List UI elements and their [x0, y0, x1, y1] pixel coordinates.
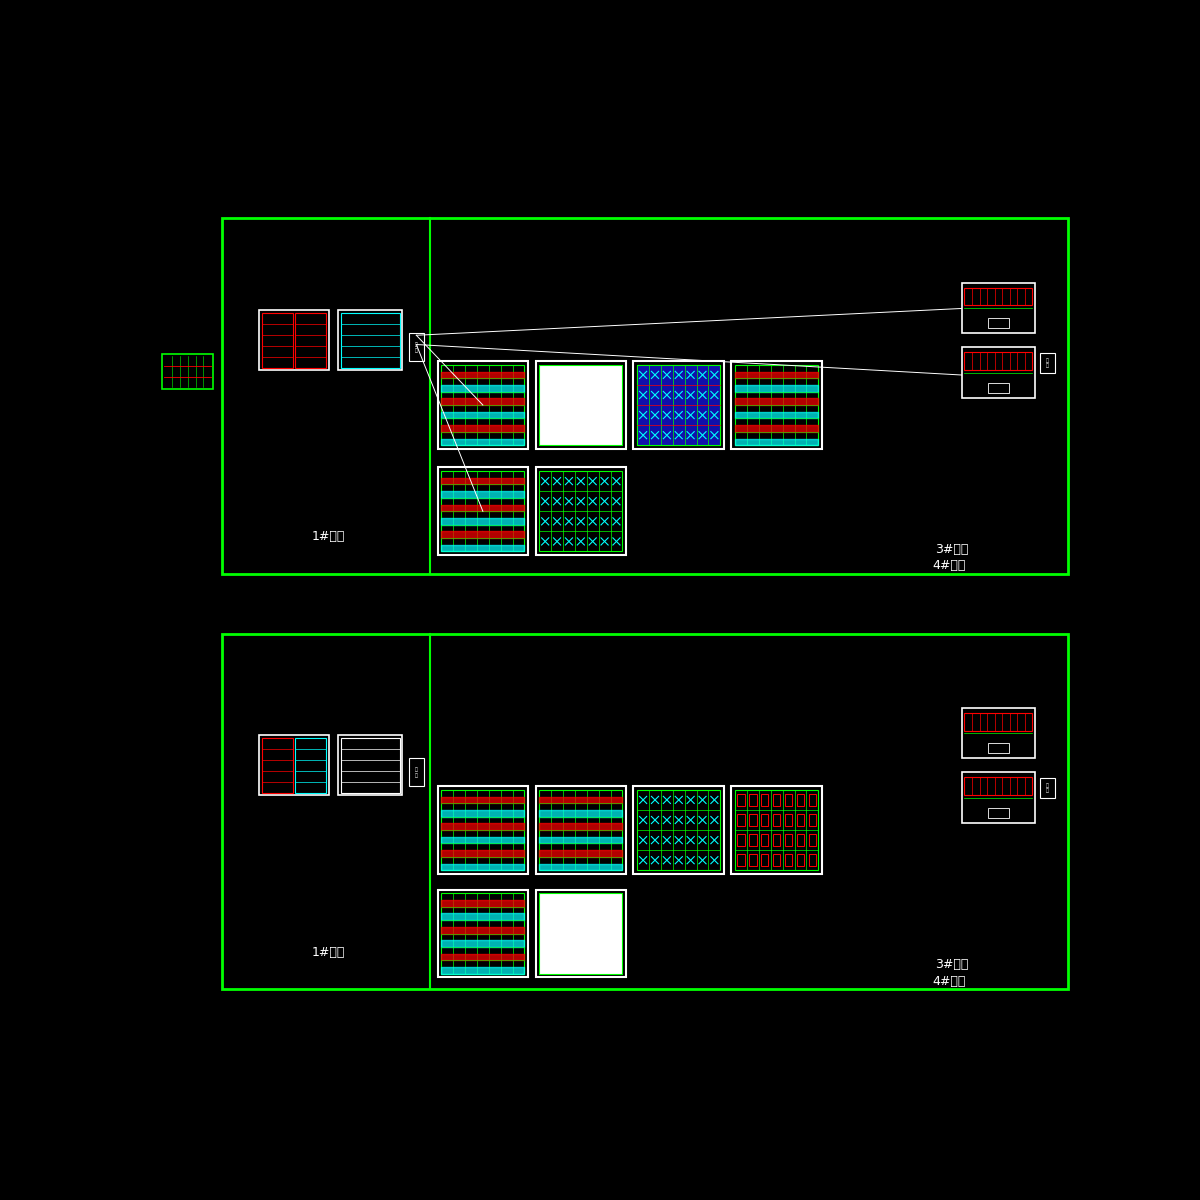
Bar	[442, 472, 524, 552]
Bar	[738, 834, 745, 846]
Text: 3#车间: 3#车间	[936, 958, 968, 971]
Bar	[259, 736, 329, 796]
Bar	[749, 814, 756, 826]
Bar	[634, 361, 724, 449]
Bar	[773, 834, 780, 846]
Text: 1#车间: 1#车间	[312, 530, 346, 544]
Bar	[409, 758, 424, 786]
Text: 3#车间: 3#车间	[936, 544, 968, 556]
Bar	[989, 318, 1009, 329]
Bar	[785, 814, 792, 826]
Bar	[442, 893, 524, 973]
Bar	[749, 854, 756, 866]
Bar	[535, 889, 626, 978]
Bar	[1040, 353, 1055, 373]
Text: 图
例: 图 例	[415, 767, 418, 778]
Bar	[961, 708, 1036, 758]
Bar	[773, 814, 780, 826]
Bar	[749, 834, 756, 846]
Bar	[738, 814, 745, 826]
Bar	[965, 778, 1032, 796]
Bar	[809, 814, 816, 826]
Bar	[535, 361, 626, 449]
Bar	[965, 353, 1032, 370]
Bar	[809, 834, 816, 846]
Bar	[295, 738, 325, 793]
Bar	[438, 467, 528, 556]
Bar	[785, 794, 792, 806]
Bar	[738, 794, 745, 806]
Bar	[259, 311, 329, 371]
Bar	[162, 354, 214, 389]
Bar	[442, 790, 524, 870]
Bar	[1040, 778, 1055, 798]
Bar	[341, 738, 400, 793]
Bar	[222, 634, 1068, 990]
Bar	[539, 790, 623, 870]
Bar	[761, 794, 768, 806]
Bar	[262, 738, 293, 793]
Bar	[989, 743, 1009, 754]
Bar	[965, 288, 1032, 306]
Bar	[535, 467, 626, 556]
Bar	[797, 854, 804, 866]
Bar	[539, 365, 623, 445]
Bar	[338, 311, 402, 371]
Text: 1#车间: 1#车间	[312, 946, 346, 959]
Bar	[961, 773, 1036, 823]
Bar	[961, 282, 1036, 334]
Bar	[797, 814, 804, 826]
Bar	[409, 334, 424, 361]
Bar	[732, 786, 822, 874]
Bar	[637, 365, 720, 445]
Text: 4#车间: 4#车间	[932, 559, 966, 572]
Bar	[338, 736, 402, 796]
Bar	[797, 794, 804, 806]
Bar	[295, 313, 325, 367]
Bar	[773, 854, 780, 866]
Bar	[761, 834, 768, 846]
Bar	[438, 786, 528, 874]
Text: 图
例: 图 例	[1046, 782, 1049, 793]
Bar	[961, 347, 1036, 398]
Bar	[637, 365, 720, 445]
Bar	[539, 472, 623, 552]
Text: 4#车间: 4#车间	[932, 974, 966, 988]
Bar	[637, 790, 720, 870]
Bar	[785, 834, 792, 846]
Bar	[785, 854, 792, 866]
Bar	[809, 794, 816, 806]
Bar	[442, 365, 524, 445]
Text: 图
例: 图 例	[415, 342, 418, 353]
Bar	[773, 794, 780, 806]
Bar	[732, 361, 822, 449]
Bar	[989, 383, 1009, 394]
Bar	[438, 889, 528, 978]
Bar	[535, 786, 626, 874]
Bar	[989, 808, 1009, 818]
Bar	[749, 794, 756, 806]
Bar	[761, 854, 768, 866]
Bar	[809, 854, 816, 866]
Bar	[761, 814, 768, 826]
Bar	[738, 854, 745, 866]
Bar	[262, 313, 293, 367]
Bar	[539, 893, 623, 973]
Bar	[736, 790, 818, 870]
Bar	[341, 313, 400, 367]
Bar	[222, 218, 1068, 574]
Text: 图
例: 图 例	[1046, 358, 1049, 368]
Bar	[634, 786, 724, 874]
Bar	[438, 361, 528, 449]
Bar	[736, 365, 818, 445]
Bar	[965, 713, 1032, 731]
Bar	[797, 834, 804, 846]
